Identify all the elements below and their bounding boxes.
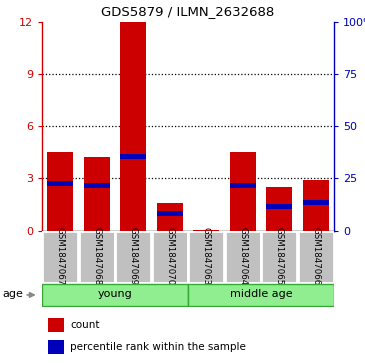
Text: GSM1847064: GSM1847064 [238,227,247,285]
Bar [303,180,328,231]
Bar [120,154,146,159]
Text: age: age [2,289,23,299]
Bar [115,231,151,283]
Bar [42,231,78,283]
Text: GSM1847063: GSM1847063 [202,227,211,285]
Bar [230,152,255,231]
Bar [261,231,297,283]
Bar [225,231,261,283]
Bar [157,211,182,216]
Text: percentile rank within the sample: percentile rank within the sample [70,342,246,352]
Text: GSM1847066: GSM1847066 [311,227,320,285]
Bar [266,187,292,231]
Bar [193,230,219,231]
Bar [48,318,64,332]
Bar [79,231,115,283]
Text: count: count [70,320,99,330]
Text: middle age: middle age [230,289,292,299]
Bar [152,231,188,283]
Bar [188,231,224,283]
Bar [230,183,255,188]
Text: GSM1847069: GSM1847069 [129,227,138,285]
Bar [303,200,328,205]
Bar [84,183,110,188]
Text: GSM1847065: GSM1847065 [275,227,284,285]
Text: GSM1847070: GSM1847070 [165,227,174,285]
Bar [120,22,146,231]
Bar [188,284,334,306]
Text: GSM1847067: GSM1847067 [56,227,65,285]
Text: young: young [97,289,132,299]
Title: GDS5879 / ILMN_2632688: GDS5879 / ILMN_2632688 [101,5,274,18]
Bar [48,339,64,354]
Bar [47,152,73,231]
Bar [157,203,182,231]
Bar [42,284,188,306]
Bar [84,158,110,231]
Text: GSM1847068: GSM1847068 [92,227,101,285]
Bar [298,231,334,283]
Bar [266,204,292,209]
Bar [47,181,73,186]
